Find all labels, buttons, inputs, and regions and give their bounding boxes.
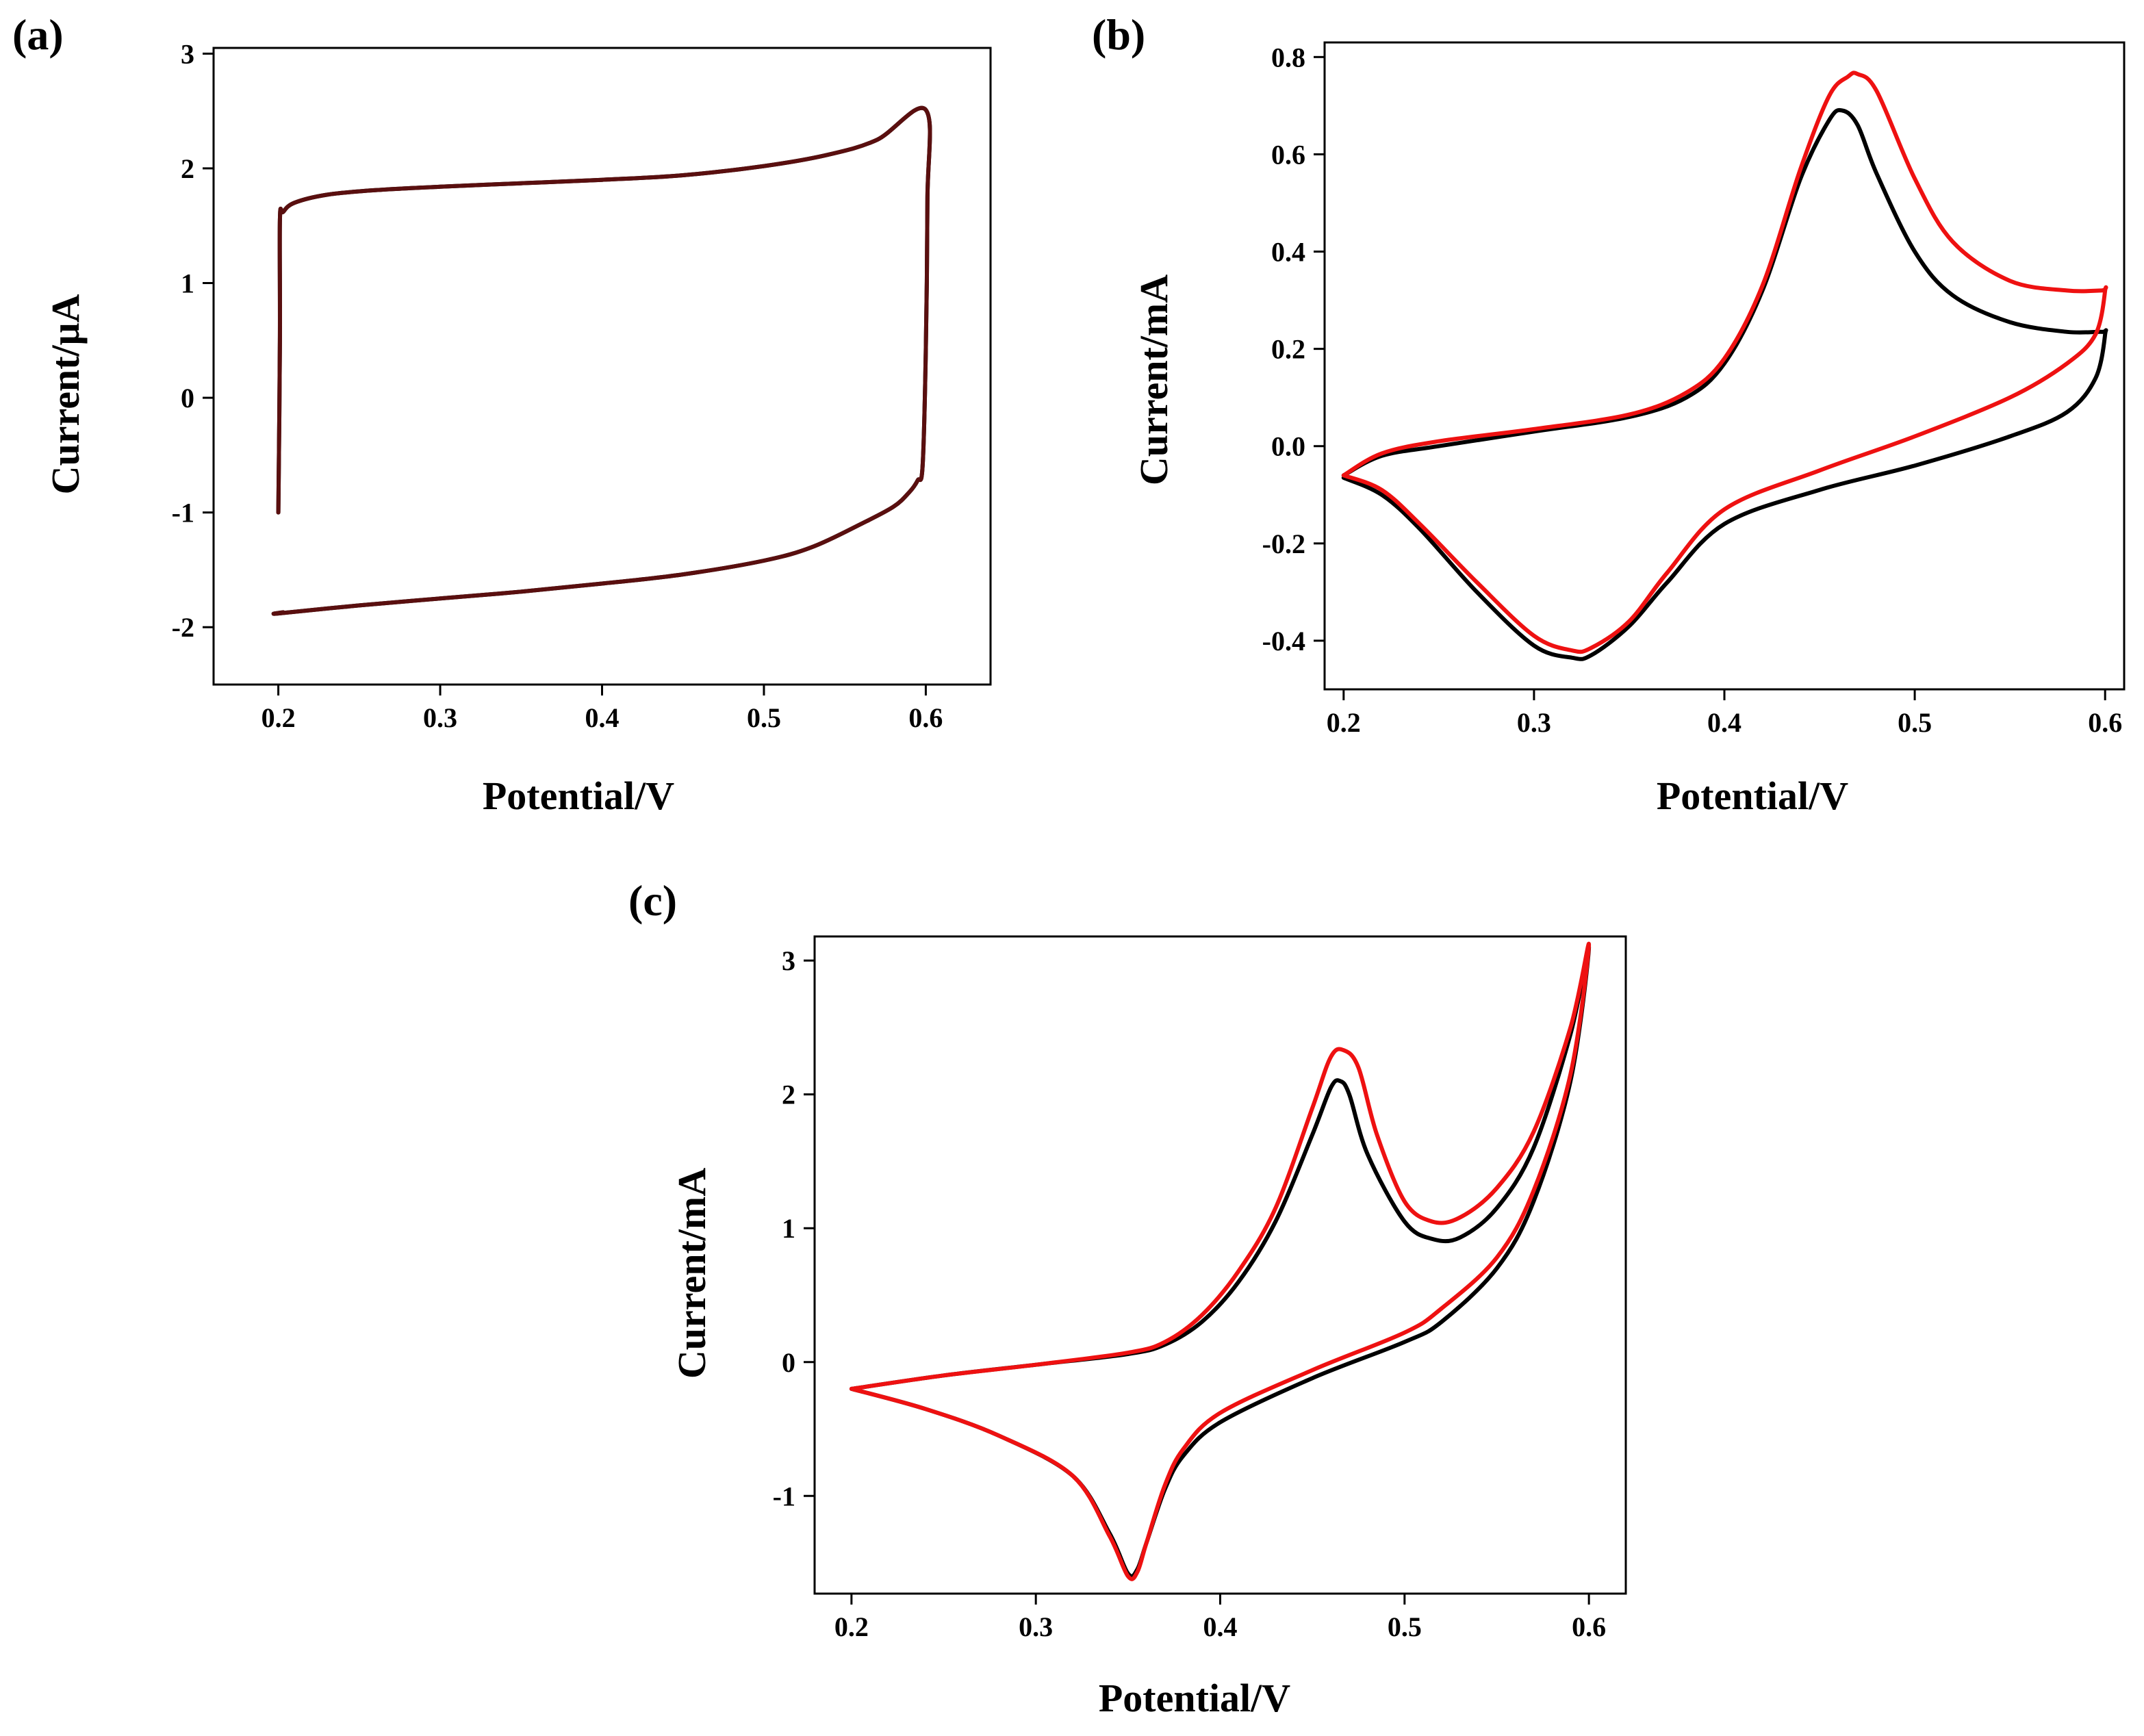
panel-c-x-tick-label: 0.3 [1019, 1611, 1053, 1642]
panel-a-x-tick-label: 0.3 [423, 702, 457, 733]
panel-c-y-axis-title: Current/mA [669, 1168, 714, 1379]
panel-c-x-tick-label: 0.4 [1203, 1611, 1238, 1642]
panel-a-x-axis-title: Potential/V [483, 774, 674, 818]
panel-c-y-tick-label: 1 [782, 1213, 795, 1244]
panel-c-series-black [849, 944, 1592, 1579]
panel-a-x-tick-label: 0.5 [747, 702, 781, 733]
panel-a-x-tick-label: 0.6 [908, 702, 943, 733]
panel-b: (b) Current/mA Potential/V 0.2 0.3 0.4 0.5 0… [1092, 10, 2126, 818]
panel-c-x-tick-label: 0.5 [1388, 1611, 1422, 1642]
panel-a-y-tick-label: 2 [181, 153, 194, 184]
panel-c-x-axis-title: Potential/V [1099, 1676, 1290, 1720]
panel-c-y-tick-label: 0 [782, 1347, 795, 1378]
panel-b-y-tick-label: 0.8 [1271, 42, 1305, 73]
panel-b-y-tick-label: -0.2 [1262, 528, 1305, 559]
panel-b-y-axis-title: Current/mA [1132, 275, 1176, 485]
panel-a-y-tick-label: 1 [181, 268, 194, 299]
panel-a-y-tick-label: 0 [181, 383, 194, 413]
panel-b-label: (b) [1092, 10, 1145, 59]
panel-c: (c) Current/mA Potential/V 0.2 0.3 0.4 0.5 0… [628, 876, 1627, 1720]
panel-a-series-red [271, 105, 932, 616]
panel-b-x-tick-label: 0.4 [1707, 707, 1741, 738]
panel-b-x-axis-title: Potential/V [1657, 774, 1848, 818]
panel-c-plot: 0.2 0.3 0.4 0.5 0.6 -1 0 1 2 3 [773, 935, 1627, 1642]
panel-a-y-tick-label: 3 [181, 38, 194, 69]
panel-c-label: (c) [628, 876, 677, 925]
panel-c-frame [813, 935, 1627, 1595]
panel-a-x-tick-label: 0.2 [261, 702, 296, 733]
panel-b-x-tick-label: 0.6 [2088, 707, 2122, 738]
panel-c-x-tick-label: 0.6 [1572, 1611, 1606, 1642]
panel-a-y-tick-label: -1 [172, 498, 194, 528]
panel-b-plot: 0.2 0.3 0.4 0.5 0.6 -0.4 -0.2 0.0 0.2 0.4 0.6 0.8 [1262, 41, 2126, 738]
panel-b-series-red [1341, 71, 2108, 654]
panel-b-x-tick-label: 0.2 [1327, 707, 1361, 738]
panel-b-series-black [1341, 107, 2108, 661]
panel-b-y-tick-label: -0.4 [1262, 626, 1305, 656]
panel-b-y-tick-label: 0.4 [1271, 237, 1305, 268]
panel-a-y-axis-title: Current/μA [43, 294, 88, 495]
panel-a-label: (a) [12, 10, 64, 59]
panel-b-y-tick-label: 0.6 [1271, 139, 1305, 170]
panel-c-y-tick-label: 2 [782, 1080, 795, 1110]
panel-b-y-tick-label: 0.2 [1271, 334, 1305, 365]
panel-c-y-tick-label: -1 [773, 1481, 795, 1511]
panel-c-y-tick-label: 3 [782, 945, 795, 976]
panel-a-plot: 0.2 0.3 0.4 0.5 0.6 -2 -1 0 1 2 3 [172, 38, 992, 733]
panel-c-x-tick-label: 0.2 [834, 1611, 869, 1642]
panel-b-x-tick-label: 0.3 [1517, 707, 1551, 738]
panel-b-y-tick-label: 0.0 [1271, 431, 1305, 462]
panel-a-frame [212, 47, 992, 686]
panel-a-y-tick-label: -2 [172, 612, 194, 643]
panel-a: (a) Current/μA Potential/V 0.2 0.3 0.4 0.5 0… [12, 10, 992, 818]
panel-b-x-tick-label: 0.5 [1898, 707, 1932, 738]
panel-a-x-tick-label: 0.4 [585, 702, 620, 733]
panel-c-series-red [849, 941, 1592, 1581]
